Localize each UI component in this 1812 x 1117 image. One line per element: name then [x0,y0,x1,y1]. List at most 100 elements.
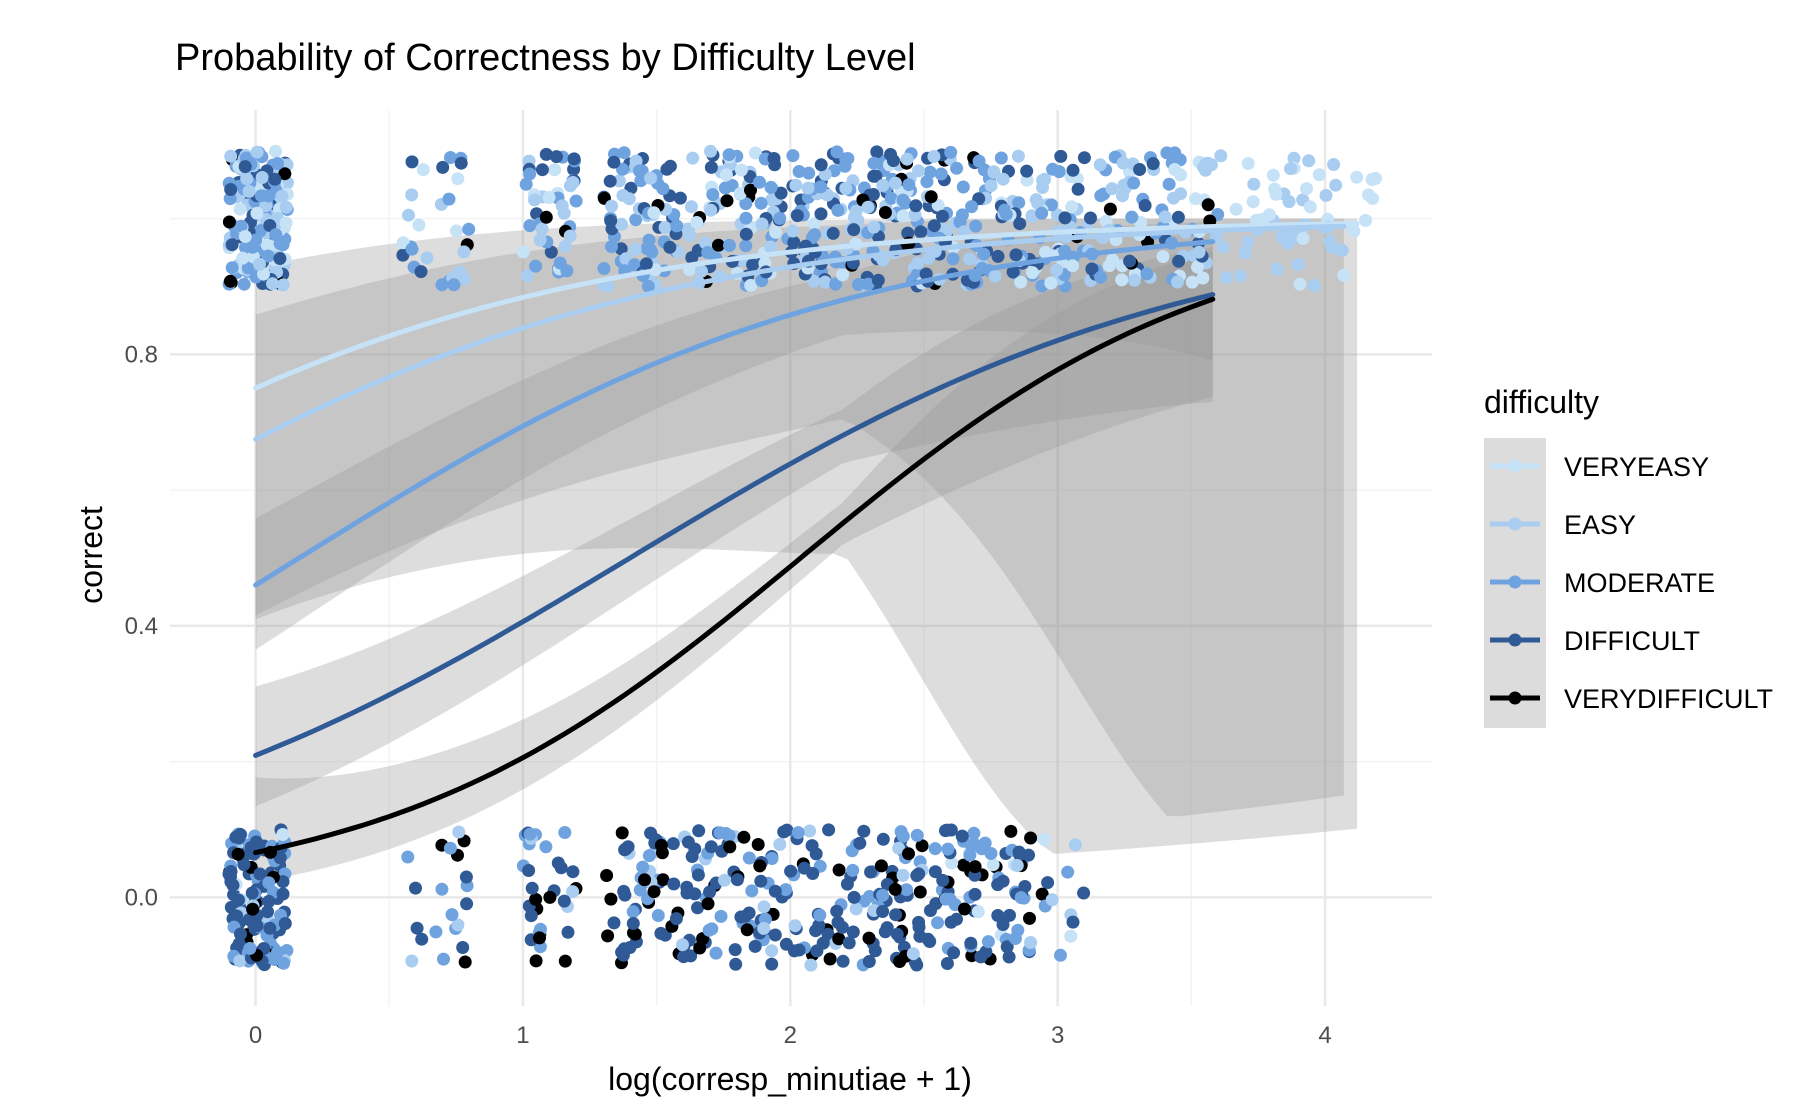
data-point [253,867,267,881]
data-point [566,865,580,879]
data-point [1084,211,1097,225]
data-point [1011,149,1025,163]
data-point [813,908,827,922]
data-point [822,823,836,837]
data-point [803,824,817,838]
data-point [1166,191,1180,205]
data-point [1065,200,1079,214]
data-point [847,211,861,224]
data-point [1287,151,1301,165]
data-point [788,919,802,933]
data-point [654,838,668,852]
data-point [744,183,757,197]
data-point [1066,915,1080,929]
data-point [1115,273,1129,287]
data-point [670,219,684,233]
data-point [238,160,252,174]
data-point [767,152,781,165]
data-point [249,916,263,930]
data-point [955,829,969,843]
data-point [633,164,646,178]
data-point [1066,259,1079,273]
data-point [920,175,934,189]
data-point [910,828,924,842]
data-point [909,199,923,213]
data-point [931,916,944,930]
data-point [409,881,422,895]
data-point [720,194,734,208]
data-point [876,905,890,918]
data-point [557,206,571,220]
legend-label: VERYDIFFICULT [1564,684,1773,714]
data-point [634,174,648,188]
data-point [263,921,277,935]
data-point [703,885,717,899]
data-point [836,268,850,282]
data-point [963,252,976,266]
data-point [893,955,907,968]
data-point [237,277,251,291]
data-point [1307,279,1321,292]
data-point [723,238,736,252]
data-point [539,147,553,161]
data-point [737,830,751,844]
data-point [279,200,293,214]
data-point [410,921,424,935]
data-point [1014,891,1028,905]
data-point [964,936,978,950]
confidence-band [255,218,1358,854]
fit-curves [253,221,1360,856]
data-point [751,838,765,851]
data-point [706,188,720,202]
x-tick-label: 3 [1051,1022,1064,1049]
data-point [922,251,936,265]
data-point [558,826,572,839]
data-point [1123,254,1137,268]
data-point [442,192,456,206]
data-point [232,937,246,951]
data-point [1329,178,1343,192]
data-point [429,925,443,939]
data-point [1168,163,1182,176]
data-point [968,860,982,874]
data-point [1219,271,1233,284]
data-point [437,952,450,966]
data-point [1312,168,1326,182]
data-point [862,931,876,945]
data-point [1068,838,1082,852]
data-point [958,902,971,916]
data-point [1140,267,1154,281]
data-point [1023,911,1036,925]
data-point [805,839,819,853]
data-point [447,278,461,292]
data-point [266,277,279,291]
data-point [618,843,632,857]
data-point [436,160,450,174]
data-point [940,957,954,970]
data-point [757,921,771,935]
legend-label: DIFFICULT [1564,626,1700,656]
data-point [846,863,860,877]
data-point [987,165,1001,179]
data-point [852,278,865,292]
data-point [984,847,998,860]
data-point [520,269,534,283]
chart-title: Probability of Correctness by Difficulty… [175,37,916,79]
data-point [789,178,803,192]
data-point [1138,199,1152,212]
data-point [780,823,794,837]
data-point [233,202,247,216]
data-point [647,206,661,220]
data-point [224,183,238,196]
data-point [950,912,963,926]
data-point [597,262,611,275]
data-point [748,939,762,953]
data-point [830,145,844,159]
data-point [867,156,881,170]
data-point [1045,893,1059,907]
data-point [1094,189,1108,203]
data-point [846,925,860,939]
data-point [847,890,861,904]
y-tick-label: 0.0 [125,884,158,911]
y-tick-label: 0.4 [125,613,158,640]
